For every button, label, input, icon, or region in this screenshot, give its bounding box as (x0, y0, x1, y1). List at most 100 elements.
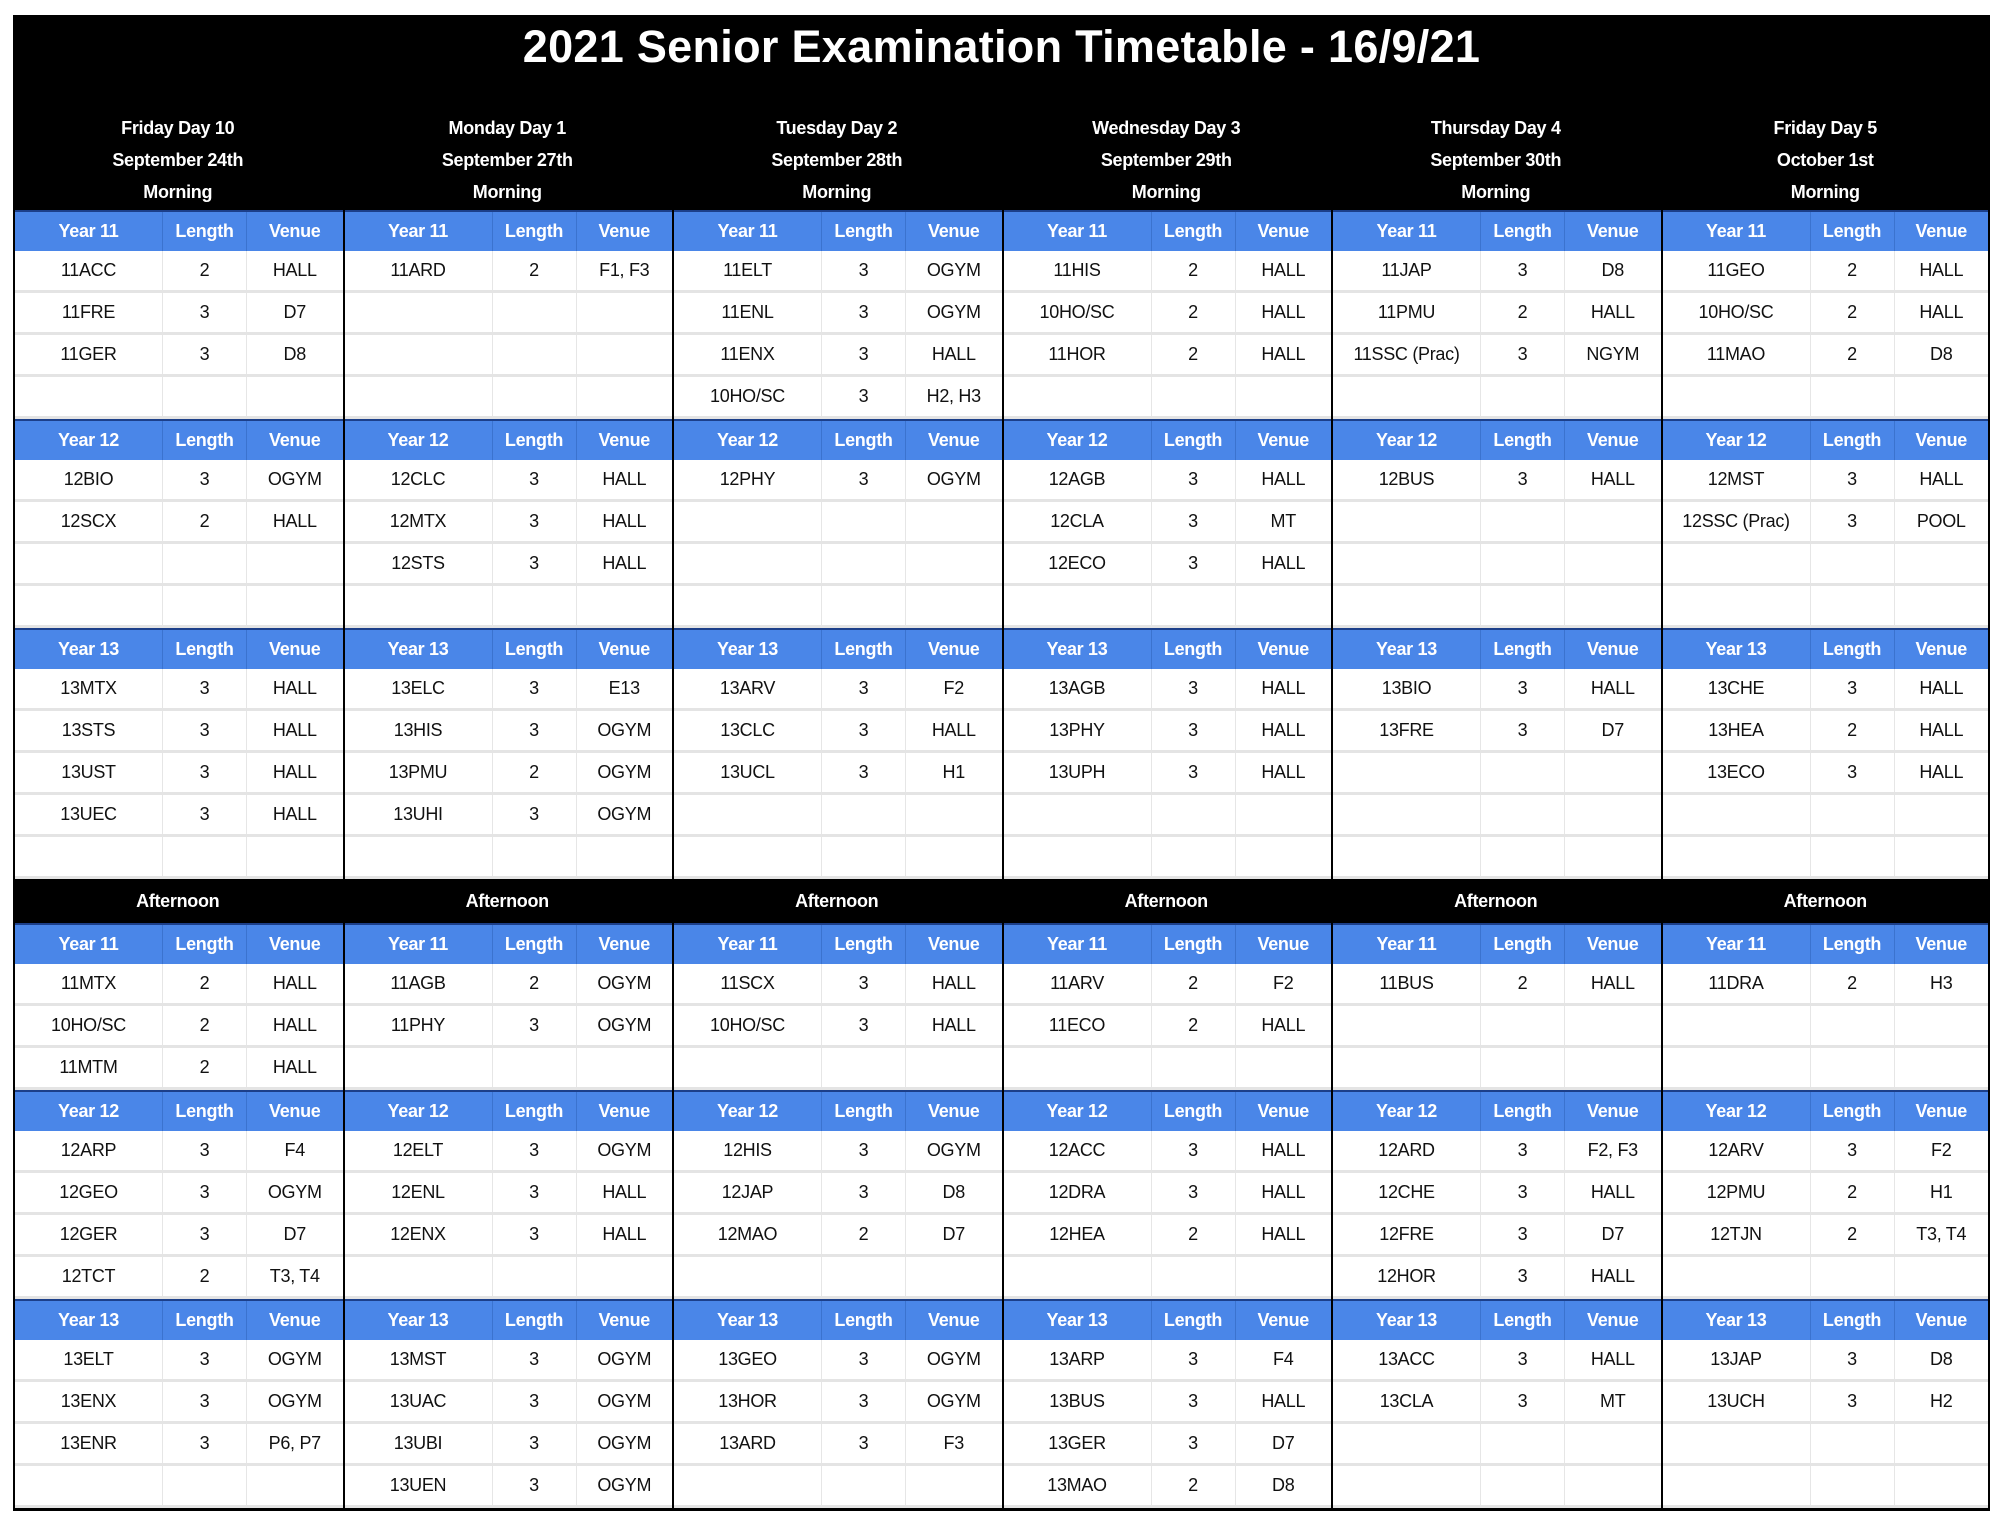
exam-venue: F1, F3 (599, 260, 650, 280)
column-header-row: Year 11 Length Venue (344, 923, 672, 964)
exam-code: 11PMU (1333, 293, 1481, 332)
exam-code: 11SSC (Prac) (1333, 335, 1481, 374)
exam-length: 3 (1152, 669, 1236, 708)
table-row (1333, 1048, 1661, 1090)
exam-code: 13UAC (345, 1382, 493, 1421)
exam-venue (906, 1257, 1002, 1296)
day-header: Monday Day 1 September 27th Morning (343, 112, 673, 208)
exam-code: 12GER (15, 1215, 163, 1254)
column-header-row: Year 11 Length Venue (1333, 923, 1661, 964)
exam-code: 13CLA (1333, 1382, 1481, 1421)
exam-venue: F2 (1931, 1140, 1952, 1160)
exam-length (1152, 837, 1236, 876)
exam-length (493, 293, 577, 332)
venue-column-header: Venue (268, 430, 321, 450)
table-row: 12ARP 3 F4 (15, 1131, 343, 1173)
exam-length (822, 544, 906, 583)
table-row: 11HIS 2 HALL (1003, 251, 1331, 293)
year-column-header: Year 11 (674, 212, 822, 251)
exam-code (674, 1257, 822, 1296)
exam-length: 3 (822, 1382, 906, 1421)
table-row: 13BUS 3 HALL (1003, 1382, 1331, 1424)
exam-code (1333, 544, 1481, 583)
exam-code: 12GEO (15, 1173, 163, 1212)
table-row: 13UAC 3 OGYM (344, 1382, 672, 1424)
exam-code (1333, 837, 1481, 876)
exam-length (1811, 795, 1895, 834)
exam-venue: HALL (602, 1224, 647, 1244)
exam-venue: OGYM (267, 469, 322, 489)
exam-code: 11ARD (345, 251, 493, 290)
exam-length (493, 1048, 577, 1087)
exam-code: 12ACC (1004, 1131, 1152, 1170)
year-column-header: Year 11 (1663, 925, 1811, 964)
table-row: 12HOR 3 HALL (1333, 1257, 1661, 1299)
table-row: 11FRE 3 D7 (15, 293, 343, 335)
exam-length: 3 (163, 1131, 247, 1170)
exam-venue (247, 1466, 343, 1505)
venue-column-header: Venue (927, 430, 980, 450)
table-row: 12CLC 3 HALL (344, 460, 672, 502)
day-header: Friday Day 5 October 1st Morning (1661, 112, 1991, 208)
exam-venue (906, 586, 1002, 625)
column-header-row: Year 13 Length Venue (1003, 628, 1331, 669)
exam-code (1663, 1048, 1811, 1087)
exam-code: 13BUS (1004, 1382, 1152, 1421)
exam-length (822, 586, 906, 625)
day-panel: Year 12 Length Venue 12ACC 3 HALL 12DRA 3 HALL 12… (1001, 1090, 1331, 1299)
length-column-header: Length (822, 212, 906, 251)
exam-venue (577, 586, 673, 625)
exam-venue: HALL (1261, 1015, 1306, 1035)
exam-venue: HALL (272, 1057, 317, 1077)
exam-code (345, 1048, 493, 1087)
exam-venue: D7 (1272, 1433, 1295, 1453)
exam-length (1811, 544, 1895, 583)
exam-code: 11GEO (1663, 251, 1811, 290)
table-row: 13UEN 3 OGYM (344, 1466, 672, 1508)
length-column-header: Length (163, 421, 247, 460)
length-column-header: Length (493, 421, 577, 460)
length-column-header: Length (1152, 925, 1236, 964)
year-column-header: Year 11 (15, 212, 163, 251)
length-column-header: Length (163, 212, 247, 251)
day-panel: Year 11 Length Venue 11ARV 2 F2 11ECO 2 HALL (1001, 923, 1331, 1090)
exam-code: 11MAO (1663, 335, 1811, 374)
exam-length (1481, 1466, 1565, 1505)
exam-venue: HALL (1261, 1140, 1306, 1160)
table-row (1333, 544, 1661, 586)
exam-length: 3 (1811, 460, 1895, 499)
exam-venue: HALL (1919, 469, 1964, 489)
venue-column-header: Venue (1257, 639, 1310, 659)
column-header-row: Year 12 Length Venue (674, 1090, 1002, 1131)
table-row: 12ECO 3 HALL (1003, 544, 1331, 586)
year-block: Year 12 Length Venue 12ARP 3 F4 12GEO 3 OGYM 12GE… (13, 1090, 1990, 1299)
exam-code: 12ENL (345, 1173, 493, 1212)
exam-length (822, 795, 906, 834)
exam-code (1333, 753, 1481, 792)
timetable-body: Year 11 Length Venue 11ACC 2 HALL 11FRE 3 D7 11GE… (13, 210, 1990, 1511)
table-row (1333, 502, 1661, 544)
length-column-header: Length (822, 1092, 906, 1131)
exam-venue: MT (1600, 1391, 1626, 1411)
exam-length (1811, 1424, 1895, 1463)
year-column-header: Year 13 (674, 1301, 822, 1340)
exam-venue: D8 (1930, 344, 1953, 364)
table-row: 12ELT 3 OGYM (344, 1131, 672, 1173)
column-header-row: Year 11 Length Venue (344, 210, 672, 251)
table-row (344, 586, 673, 628)
table-row: 11SCX 3 HALL (674, 964, 1002, 1006)
exam-venue: POOL (1916, 511, 1966, 531)
exam-venue (1895, 377, 1989, 416)
year-column-header: Year 12 (345, 421, 493, 460)
exam-venue: H2 (1930, 1391, 1953, 1411)
table-row (15, 1466, 343, 1508)
exam-length: 3 (822, 711, 906, 750)
exam-length (1152, 795, 1236, 834)
table-row: 11HOR 2 HALL (1003, 335, 1331, 377)
table-row (1003, 837, 1331, 879)
exam-code (1663, 1257, 1811, 1296)
exam-code: 13JAP (1663, 1340, 1811, 1379)
table-row: 11GER 3 D8 (15, 335, 343, 377)
exam-length (493, 586, 577, 625)
exam-length: 2 (163, 1006, 247, 1045)
